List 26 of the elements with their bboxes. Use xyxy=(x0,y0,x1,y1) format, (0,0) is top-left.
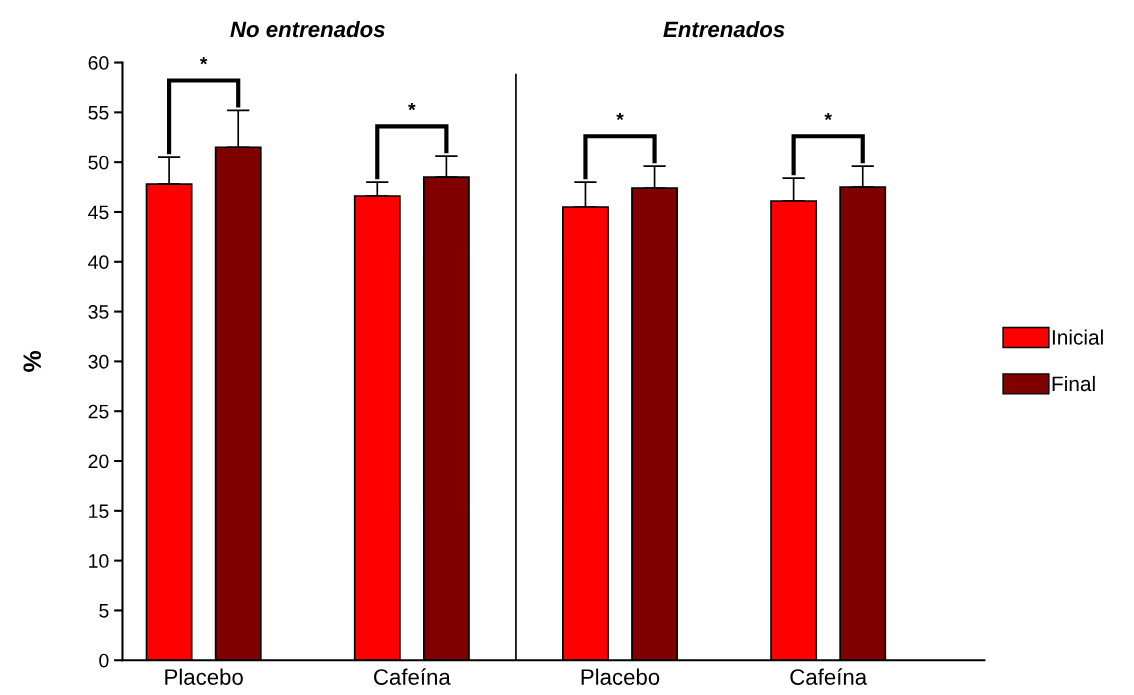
x-tick-label: Cafeína xyxy=(374,668,451,685)
y-tick-label: 55 xyxy=(88,106,109,120)
y-tick-label: 60 xyxy=(88,56,109,70)
legend-label: Final xyxy=(1052,375,1095,392)
y-tick-label: 35 xyxy=(88,305,109,319)
y-tick-label: 10 xyxy=(89,554,109,568)
y-tick-label: 45 xyxy=(88,205,109,220)
x-tick-label: Placebo xyxy=(581,668,660,685)
x-tick-label: Cafeína xyxy=(790,668,868,685)
y-tick-label: 40 xyxy=(88,255,109,270)
y-axis-title: % xyxy=(23,350,41,372)
annotation: * xyxy=(824,112,832,121)
annotation: * xyxy=(199,57,208,65)
legend-label: Inicial xyxy=(1052,329,1103,345)
text: Entrenados xyxy=(663,20,785,38)
annotation: * xyxy=(408,102,416,111)
y-tick-label: 50 xyxy=(88,155,109,170)
y-tick-label: 15 xyxy=(89,504,109,519)
y-tick-label: 0 xyxy=(99,653,109,668)
y-tick-label: 25 xyxy=(88,404,109,419)
x-tick-label: Placebo xyxy=(165,668,243,685)
y-tick-label: 20 xyxy=(88,454,109,469)
y-tick-label: 30 xyxy=(88,354,109,369)
annotation: * xyxy=(616,112,624,121)
y-tick-label: 5 xyxy=(99,604,109,618)
text: No entrenados xyxy=(230,20,385,38)
